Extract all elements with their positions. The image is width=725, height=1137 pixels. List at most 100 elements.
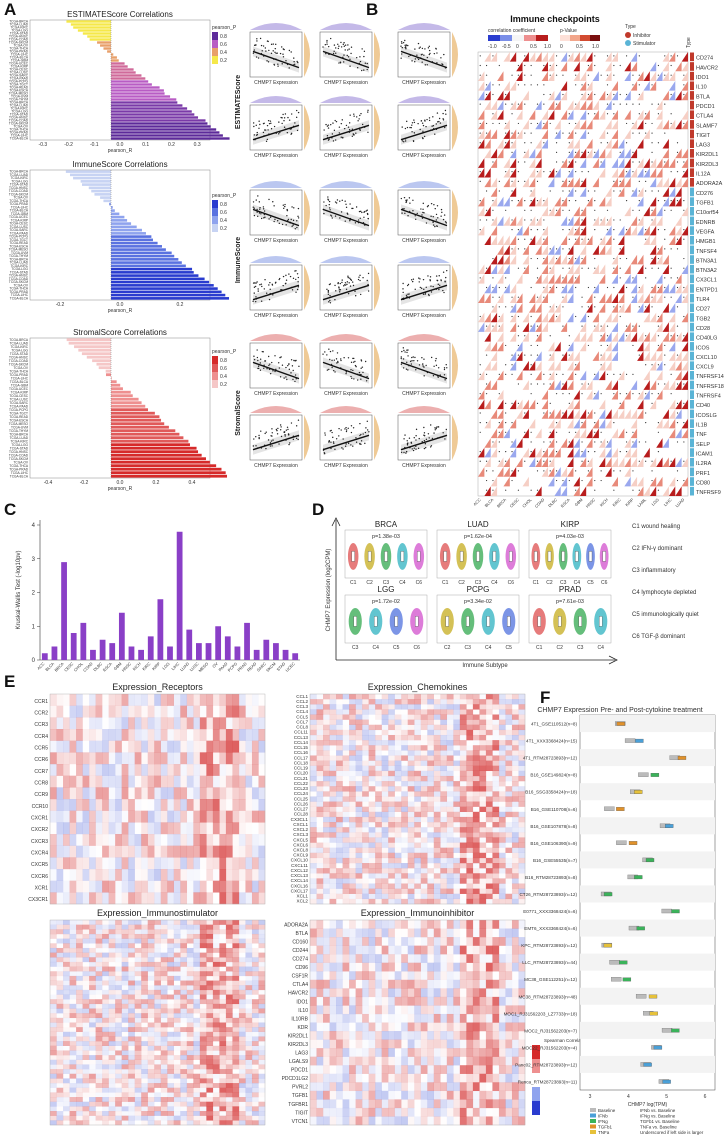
heat-cell	[310, 822, 317, 828]
heat-cell	[232, 775, 240, 788]
corr-triangle	[554, 380, 561, 390]
cancer-type-label: TCGA-SKCM	[9, 280, 28, 284]
significance-dot	[606, 286, 609, 289]
heat-cell	[511, 811, 519, 818]
heat-cell	[388, 724, 395, 731]
significance-dot	[638, 190, 640, 192]
heat-cell	[420, 694, 428, 700]
significance-dot	[651, 306, 653, 308]
data-point	[401, 212, 403, 214]
data-point	[343, 357, 345, 359]
heat-cell	[160, 869, 168, 881]
significance-dot	[517, 103, 520, 105]
heat-cell	[381, 704, 389, 710]
violin-category: C3	[383, 580, 390, 586]
corr-triangle	[567, 100, 574, 110]
heat-cell	[459, 816, 467, 823]
data-point	[259, 284, 261, 286]
significance-dot	[524, 132, 526, 134]
heat-cell	[433, 770, 441, 777]
data-point	[264, 360, 267, 362]
heatmap-row-label: CXCL5	[293, 837, 308, 842]
heat-cell	[485, 750, 493, 756]
heat-cell	[349, 771, 356, 776]
heat-cell	[362, 857, 369, 864]
corr-triangle	[611, 177, 618, 188]
corr-triangle	[548, 167, 555, 178]
x-tick-label: 0.0	[117, 142, 124, 148]
data-point	[258, 120, 260, 122]
type-bar	[690, 52, 694, 62]
corr-triangle	[605, 90, 612, 101]
violin-box	[588, 551, 593, 562]
data-point	[270, 128, 273, 130]
heat-cell	[193, 787, 201, 800]
corr-triangle	[503, 196, 510, 207]
corr-triangle	[605, 457, 612, 468]
data-point	[360, 112, 362, 115]
corr-triangle	[656, 100, 663, 110]
corr-triangle	[516, 293, 523, 303]
heat-cell	[212, 799, 220, 811]
heat-cell	[245, 764, 253, 776]
heat-cell	[82, 857, 90, 870]
correlation-bar	[111, 238, 153, 242]
gene-label: ADORA2A	[696, 181, 723, 187]
heat-cell	[407, 842, 415, 848]
heat-cell	[362, 709, 369, 715]
significance-dot	[530, 451, 532, 453]
heat-cell	[154, 775, 161, 788]
data-point	[400, 451, 403, 454]
heat-cell	[219, 799, 227, 811]
significance-dot	[498, 122, 500, 125]
corr-triangle	[605, 225, 612, 236]
corr-triangle	[637, 302, 644, 313]
heat-cell	[355, 750, 363, 756]
corr-triangle	[611, 428, 618, 439]
heat-cell	[310, 760, 317, 766]
heat-cell	[381, 714, 389, 720]
gene-label: BTLA	[696, 94, 710, 100]
cancer-label: ESCA	[560, 497, 571, 508]
corr-triangle	[522, 360, 529, 371]
heat-cell	[369, 714, 376, 719]
corr-triangle	[643, 167, 650, 178]
corr-triangle	[516, 351, 523, 361]
corr-triangle	[649, 71, 657, 81]
heat-cell	[89, 822, 96, 835]
data-point	[253, 44, 256, 47]
heat-cell	[362, 781, 369, 787]
correlation-bar	[111, 56, 117, 59]
significance-dot	[581, 325, 583, 327]
heat-cell	[187, 811, 194, 823]
legend-tick: 1.0	[544, 44, 551, 50]
correlation-bar	[111, 267, 193, 271]
data-point	[366, 212, 369, 215]
corr-triangle	[579, 341, 587, 352]
corr-triangle	[579, 312, 587, 323]
data-point	[424, 443, 427, 445]
heat-cell	[323, 734, 330, 741]
legend-swatch	[570, 35, 580, 41]
data-point	[400, 363, 403, 365]
heat-cell	[330, 745, 337, 750]
significance-dot	[562, 479, 564, 482]
cancer-tick-label: LUAD	[179, 661, 190, 672]
heat-cell	[329, 857, 337, 864]
corr-triangle	[567, 312, 574, 323]
heat-cell	[472, 760, 480, 766]
corr-triangle	[528, 177, 536, 188]
significance-dot	[683, 74, 685, 76]
cancer-tick-label: KIRC	[141, 661, 151, 671]
data-point	[295, 425, 298, 427]
significance-dot	[638, 286, 640, 289]
heat-cell	[108, 799, 116, 811]
gene-label: ICOS	[696, 345, 710, 351]
heat-cell	[323, 765, 330, 772]
corr-triangle	[598, 264, 606, 274]
data-point	[347, 357, 350, 359]
significance-dot	[638, 489, 640, 491]
data-point	[440, 279, 442, 281]
heatmap-row-label: CCL13	[294, 735, 309, 740]
